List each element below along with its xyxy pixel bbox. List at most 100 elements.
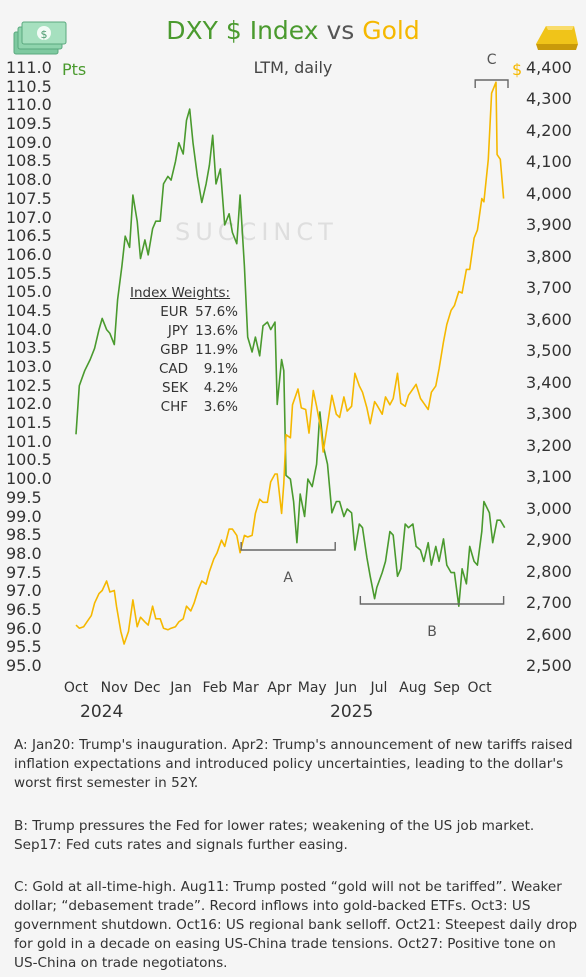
left-axis-tick: 109.0 xyxy=(6,132,52,152)
title-dxy: DXY $ Index xyxy=(166,16,319,45)
left-axis-tick: 104.5 xyxy=(6,300,52,320)
right-axis-tick: 3,200 xyxy=(526,435,572,455)
weight-row: EUR 57.6% xyxy=(130,303,238,322)
left-axis-tick: 107.0 xyxy=(6,207,52,227)
x-axis-tick: Jul xyxy=(370,680,388,696)
x-axis-tick: Feb xyxy=(202,680,228,696)
left-axis-tick: 97.5 xyxy=(6,562,42,582)
left-axis-tick: 99.5 xyxy=(6,487,42,507)
gold-bar-icon xyxy=(536,26,578,50)
left-axis-tick: 95.5 xyxy=(6,637,42,657)
dollar-bills-icon: $ xyxy=(13,21,67,55)
dxy-series-line xyxy=(75,108,506,608)
x-axis-tick: Apr xyxy=(267,680,292,696)
gold-series-line xyxy=(75,81,505,645)
weight-percent: 57.6% xyxy=(195,304,238,320)
title-vs: vs xyxy=(326,16,355,45)
weight-row: JPY 13.6% xyxy=(130,322,238,341)
right-axis-tick: 3,900 xyxy=(526,215,572,235)
left-axis-tick: 96.5 xyxy=(6,599,42,619)
left-axis-tick: 108.5 xyxy=(6,151,52,171)
right-axis-tick: 3,700 xyxy=(526,278,572,298)
svg-text:$: $ xyxy=(41,28,48,41)
left-axis-tick: 98.0 xyxy=(6,543,42,563)
chart-subtitle: LTM, daily xyxy=(253,58,333,77)
right-axis-tick: 3,600 xyxy=(526,309,572,329)
right-axis-tick: 2,600 xyxy=(526,624,572,644)
weight-row: GBP 11.9% xyxy=(130,341,238,360)
annotation-bracket-a xyxy=(240,542,336,551)
left-axis-tick: 110.5 xyxy=(6,76,52,96)
right-axis-unit: $ xyxy=(512,60,523,79)
left-axis-tick: 106.5 xyxy=(6,226,52,246)
right-axis-tick: 3,800 xyxy=(526,246,572,266)
left-axis-unit: Pts xyxy=(62,60,87,79)
left-axis-tick: 106.0 xyxy=(6,244,52,264)
right-axis-tick: 4,100 xyxy=(526,152,572,172)
x-axis-tick: Aug xyxy=(399,680,427,696)
x-axis-year: 2024 xyxy=(80,702,124,722)
right-axis-tick: 4,300 xyxy=(526,89,572,109)
annotation-label-a: A xyxy=(283,570,293,586)
annotation-bracket-c xyxy=(474,79,509,88)
index-weights-heading: Index Weights: xyxy=(130,285,231,301)
left-axis-tick: 110.0 xyxy=(6,95,52,115)
annotation-label-c: C xyxy=(487,52,497,68)
right-axis-tick: 3,500 xyxy=(526,341,572,361)
index-weights-table: Index Weights: EUR 57.6% JPY 13.6% GBP 11.9% C… xyxy=(130,284,238,417)
left-axis-tick: 103.5 xyxy=(6,338,52,358)
annotation-bracket-b xyxy=(359,596,505,605)
x-axis-tick: May xyxy=(297,680,327,696)
left-axis-tick: 102.0 xyxy=(6,394,52,414)
left-axis-tick: 99.0 xyxy=(6,506,42,526)
right-axis-tick: 3,000 xyxy=(526,498,572,518)
weight-percent: 13.6% xyxy=(195,323,238,339)
x-axis-tick: Nov xyxy=(100,680,128,696)
left-axis-tick: 96.0 xyxy=(6,618,42,638)
x-axis-year: 2025 xyxy=(330,702,374,722)
note-b: B: Trump pressures the Fed for lower rat… xyxy=(14,818,535,853)
x-axis-tick: Jun xyxy=(335,680,358,696)
weight-currency: SEK xyxy=(162,380,188,396)
chart-title: DXY $ Index vs Gold xyxy=(0,16,586,45)
right-axis-tick: 3,300 xyxy=(526,404,572,424)
right-axis-tick: 2,800 xyxy=(526,561,572,581)
x-axis-tick: Dec xyxy=(133,680,161,696)
title-gold: Gold xyxy=(362,16,420,45)
weight-row: CAD 9.1% xyxy=(130,360,238,379)
left-axis-tick: 101.5 xyxy=(6,413,52,433)
right-axis-tick: 2,900 xyxy=(526,530,572,550)
left-axis-tick: 107.5 xyxy=(6,188,52,208)
left-axis-tick: 98.5 xyxy=(6,525,42,545)
left-axis-tick: 105.5 xyxy=(6,263,52,283)
right-axis-tick: 4,000 xyxy=(526,183,572,203)
right-axis-tick: 3,400 xyxy=(526,372,572,392)
chart-plot: A B C xyxy=(75,52,509,645)
x-axis-tick: Mar xyxy=(232,680,259,696)
left-axis-tick: 103.0 xyxy=(6,357,52,376)
weight-currency: JPY xyxy=(167,323,188,339)
x-axis-tick: Jan xyxy=(170,680,192,696)
weight-currency: CHF xyxy=(160,399,188,415)
weight-currency: CAD xyxy=(158,361,188,377)
x-axis-tick: Sep xyxy=(433,680,460,696)
left-axis-tick: 100.5 xyxy=(6,450,52,470)
x-axis-tick: Oct xyxy=(63,680,89,696)
right-axis-tick: 4,400 xyxy=(526,58,572,77)
weight-percent: 11.9% xyxy=(195,342,238,358)
left-axis-tick: 102.5 xyxy=(6,375,52,395)
left-axis-tick: 104.0 xyxy=(6,319,52,339)
left-axis-tick: 97.0 xyxy=(6,581,42,601)
left-axis-tick: 105.0 xyxy=(6,282,52,302)
left-axis-tick: 101.0 xyxy=(6,431,52,451)
weight-row: CHF 3.6% xyxy=(130,398,238,417)
weight-percent: 9.1% xyxy=(203,361,238,377)
weight-currency: GBP xyxy=(160,342,188,358)
right-axis-tick: 3,100 xyxy=(526,467,572,487)
note-a: A: Jan20: Trump's inauguration. Apr2: Tr… xyxy=(14,737,573,791)
right-axis-tick: 4,200 xyxy=(526,120,572,140)
weight-currency: EUR xyxy=(160,304,188,320)
left-axis-tick: 95.0 xyxy=(6,656,42,675)
right-axis-tick: 2,500 xyxy=(526,656,572,675)
weight-percent: 4.2% xyxy=(203,380,238,396)
